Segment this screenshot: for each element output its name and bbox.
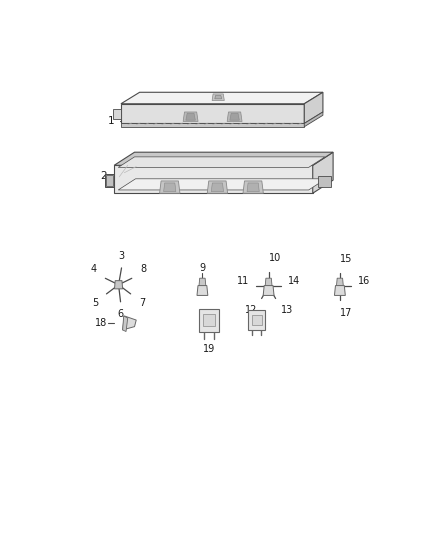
Text: 14: 14: [288, 277, 300, 286]
Polygon shape: [248, 310, 265, 330]
Polygon shape: [318, 176, 332, 187]
Polygon shape: [199, 309, 219, 333]
Polygon shape: [114, 152, 333, 165]
Polygon shape: [211, 183, 223, 191]
Polygon shape: [183, 112, 198, 122]
Polygon shape: [121, 92, 323, 104]
Polygon shape: [243, 181, 263, 193]
Polygon shape: [304, 112, 323, 127]
Polygon shape: [230, 113, 239, 120]
Polygon shape: [203, 314, 215, 326]
Polygon shape: [336, 278, 343, 286]
Polygon shape: [114, 281, 123, 289]
Polygon shape: [212, 94, 224, 101]
Text: 6: 6: [117, 309, 124, 319]
Polygon shape: [105, 174, 114, 187]
Text: 7: 7: [139, 298, 145, 308]
Text: 10: 10: [268, 253, 281, 263]
Polygon shape: [199, 278, 206, 286]
Polygon shape: [313, 152, 333, 193]
Text: 3: 3: [118, 251, 124, 261]
Text: 19: 19: [203, 344, 215, 354]
Polygon shape: [121, 124, 304, 127]
Polygon shape: [159, 181, 180, 193]
Polygon shape: [121, 104, 304, 124]
Text: 11: 11: [237, 277, 250, 286]
Polygon shape: [197, 286, 208, 295]
Polygon shape: [227, 112, 242, 122]
Text: 13: 13: [281, 304, 293, 314]
Text: 2: 2: [101, 171, 107, 181]
Polygon shape: [265, 278, 272, 286]
Text: 17: 17: [340, 309, 352, 319]
Polygon shape: [123, 316, 136, 330]
Text: 5: 5: [92, 298, 98, 308]
Text: 4: 4: [91, 264, 97, 274]
Polygon shape: [304, 92, 323, 124]
Polygon shape: [247, 183, 259, 191]
Text: 1: 1: [107, 116, 114, 126]
Polygon shape: [335, 286, 345, 295]
Polygon shape: [114, 165, 313, 193]
Polygon shape: [207, 181, 228, 193]
Text: 9: 9: [199, 263, 205, 273]
Polygon shape: [263, 286, 274, 295]
Polygon shape: [118, 157, 325, 167]
Text: 12: 12: [245, 304, 258, 314]
Text: 8: 8: [140, 264, 146, 274]
Polygon shape: [123, 316, 128, 332]
Text: 18: 18: [95, 318, 107, 328]
Text: 16: 16: [357, 277, 370, 286]
Polygon shape: [118, 179, 326, 190]
Polygon shape: [113, 109, 121, 119]
Polygon shape: [106, 175, 113, 186]
Polygon shape: [251, 314, 262, 325]
Polygon shape: [186, 113, 195, 120]
Polygon shape: [215, 95, 222, 99]
Text: 15: 15: [340, 254, 352, 264]
Polygon shape: [164, 183, 176, 191]
